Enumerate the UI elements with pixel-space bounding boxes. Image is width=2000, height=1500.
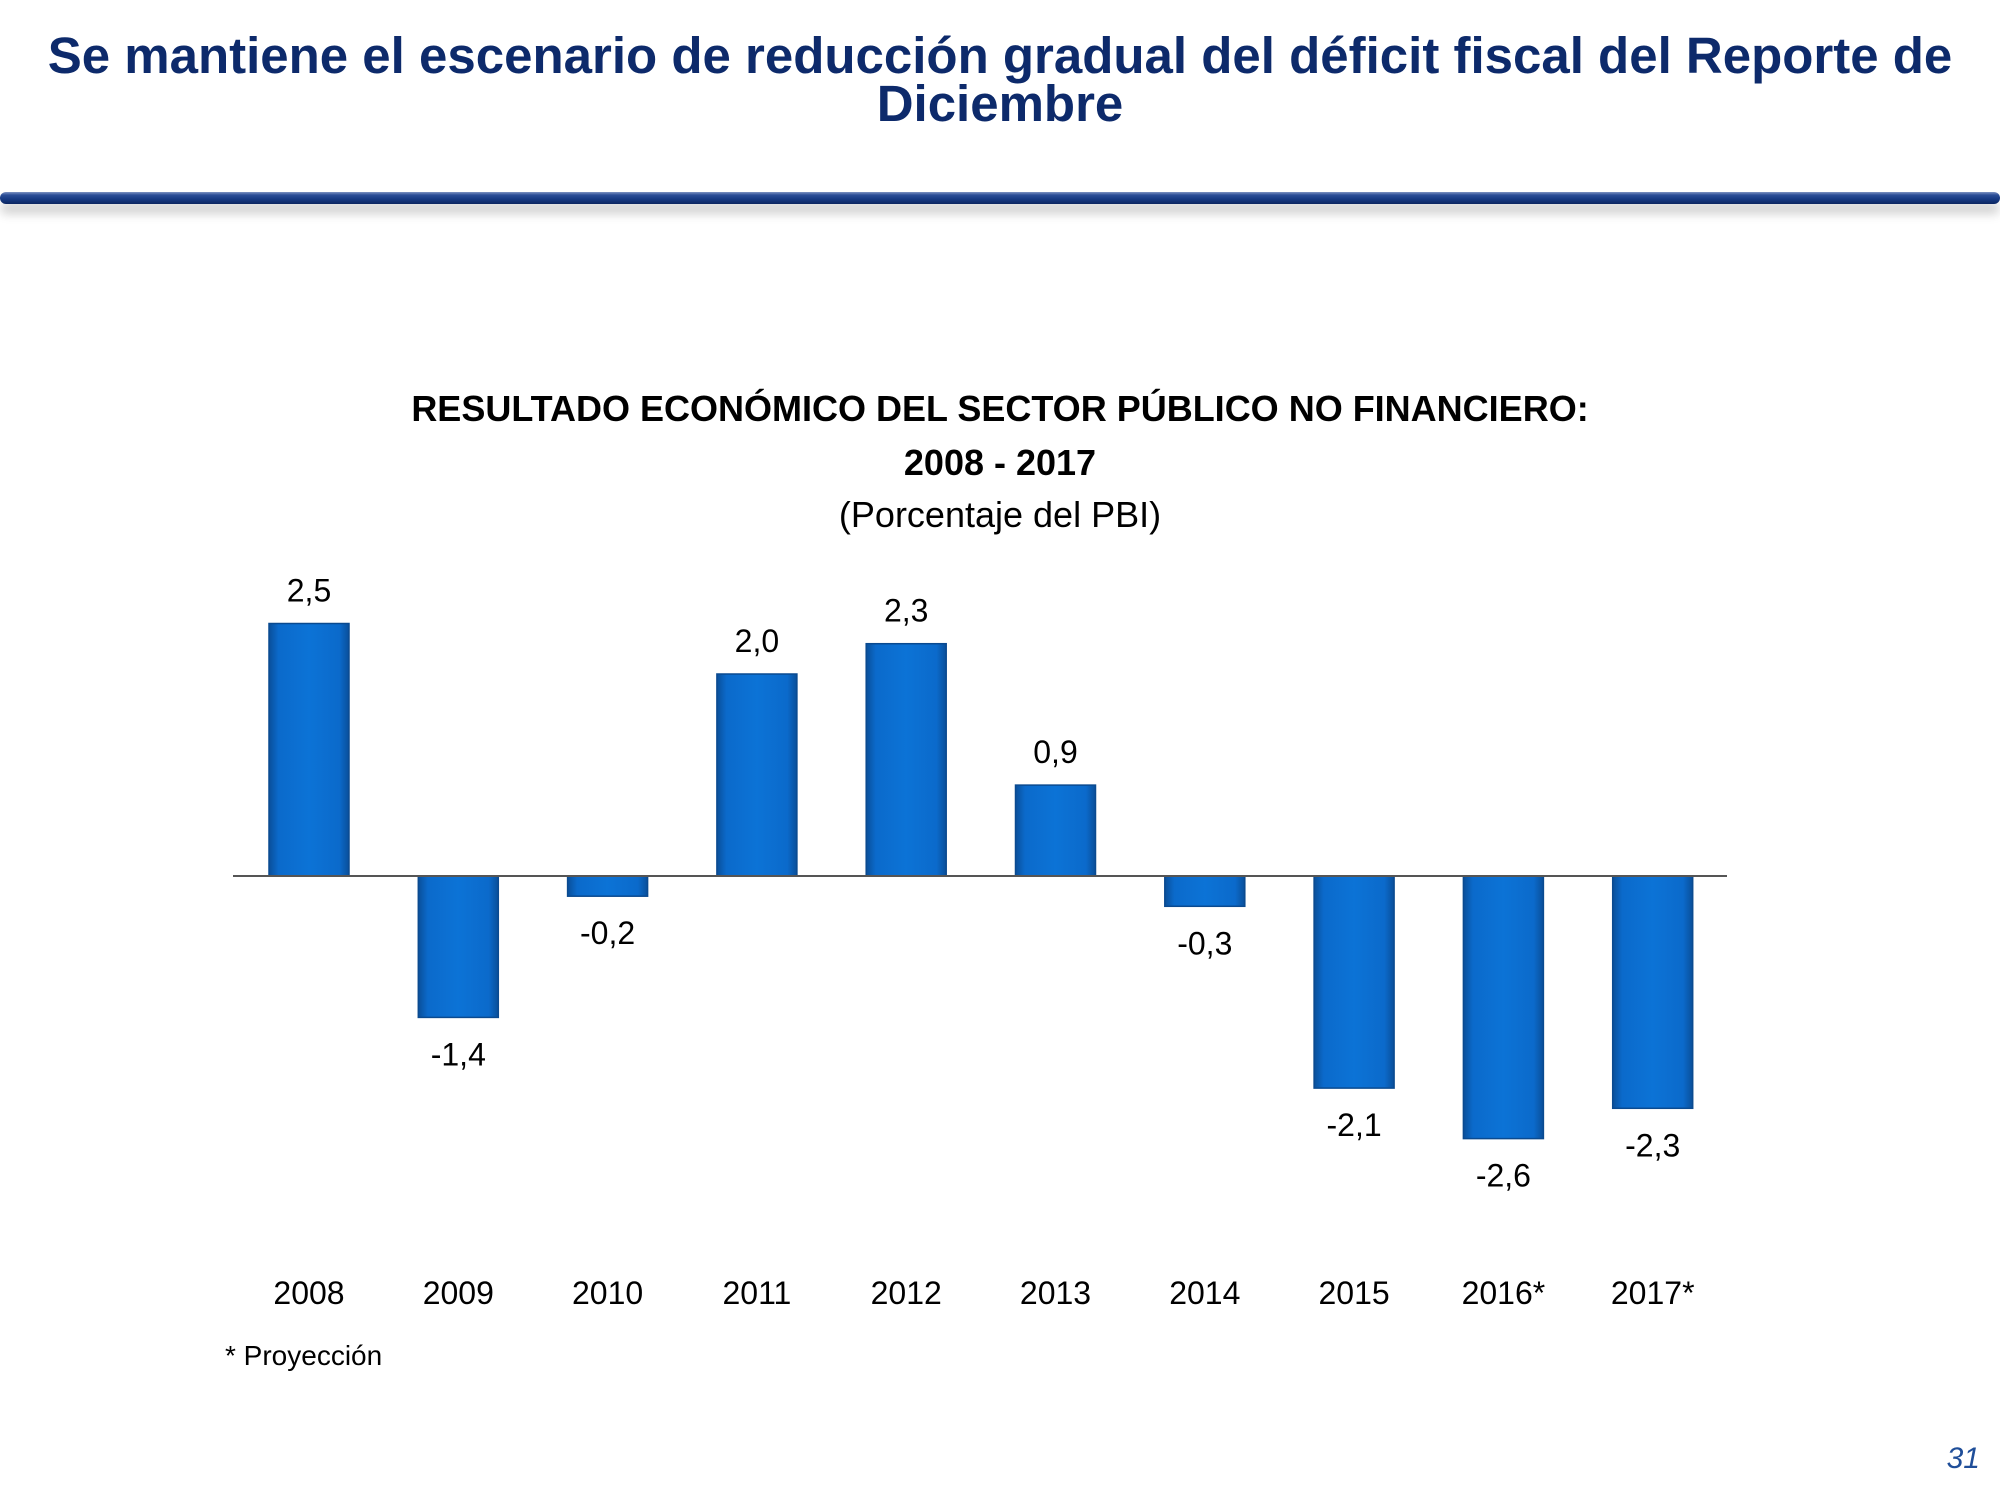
data-label-2008: 2,5 bbox=[287, 573, 331, 609]
bar-2013 bbox=[1014, 784, 1097, 877]
data-label-2009: -1,4 bbox=[431, 1036, 486, 1072]
data-label-2011: 2,0 bbox=[735, 623, 779, 659]
bar-2011 bbox=[716, 673, 798, 877]
x-tick-label-2015: 2015 bbox=[1319, 1275, 1390, 1311]
x-tick-label-2008: 2008 bbox=[273, 1275, 344, 1311]
data-label-2010: -0,2 bbox=[580, 915, 635, 951]
x-tick-label-2013: 2013 bbox=[1020, 1275, 1091, 1311]
x-tick-label-2010: 2010 bbox=[572, 1275, 643, 1311]
bar-2010 bbox=[566, 875, 649, 897]
footnote: * Proyección bbox=[225, 1340, 383, 1371]
bar-2017* bbox=[1611, 875, 1694, 1110]
title-divider bbox=[0, 192, 2000, 204]
chart-title: RESULTADO ECONÓMICO DEL SECTOR PÚBLICO N… bbox=[0, 382, 2000, 490]
slide-title: Se mantiene el escenario de reducción gr… bbox=[47, 27, 1953, 132]
data-label-2015: -2,1 bbox=[1327, 1107, 1382, 1143]
x-tick-label-2017*: 2017* bbox=[1611, 1275, 1695, 1311]
bar-2008 bbox=[268, 622, 350, 877]
bar-2009 bbox=[417, 875, 500, 1019]
bar-2015 bbox=[1313, 875, 1395, 1089]
bar-2012 bbox=[865, 642, 947, 877]
data-label-2013: 0,9 bbox=[1033, 734, 1077, 770]
bar-2016* bbox=[1462, 875, 1545, 1140]
data-label-2014: -0,3 bbox=[1177, 925, 1232, 961]
x-tick-label-2009: 2009 bbox=[423, 1275, 494, 1311]
data-label-2016*: -2,6 bbox=[1476, 1158, 1531, 1194]
page-number: 31 bbox=[1946, 1442, 1980, 1475]
data-label-2012: 2,3 bbox=[884, 593, 928, 629]
chart-subtitle: (Porcentaje del PBI) bbox=[838, 494, 1162, 535]
chart-title-line-2: 2008 - 2017 bbox=[903, 442, 1097, 483]
x-tick-label-2016*: 2016* bbox=[1462, 1275, 1546, 1311]
chart-title-line-1: RESULTADO ECONÓMICO DEL SECTOR PÚBLICO N… bbox=[411, 388, 1589, 429]
x-tick-label-2012: 2012 bbox=[871, 1275, 942, 1311]
data-label-2017*: -2,3 bbox=[1625, 1127, 1680, 1163]
x-tick-label-2011: 2011 bbox=[722, 1275, 791, 1311]
x-tick-label-2014: 2014 bbox=[1169, 1275, 1240, 1311]
bar-2014 bbox=[1164, 875, 1246, 908]
